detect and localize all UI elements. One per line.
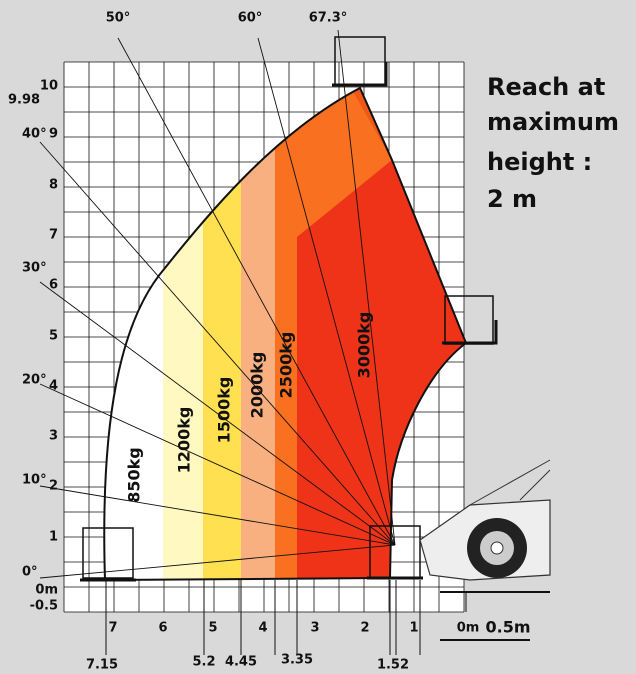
- load-label: 2000kg: [248, 352, 267, 419]
- load-label: 850kg: [125, 447, 144, 503]
- x-label: 4: [258, 621, 267, 636]
- y-label: 5: [49, 329, 58, 344]
- y-label: 8: [49, 178, 58, 193]
- y-label: 10: [40, 79, 58, 94]
- reach-label: 7.15: [86, 658, 118, 673]
- y-label: 3: [49, 429, 58, 444]
- x-label: 7: [108, 621, 117, 636]
- reach-label: 4.45: [225, 655, 257, 670]
- reach-label: 5.2: [192, 655, 215, 670]
- y-label: 0m: [35, 583, 58, 598]
- y-label: 6: [49, 278, 58, 293]
- header-line: 2 m: [487, 185, 537, 213]
- y-label: -0.5: [30, 599, 58, 614]
- angle-label: 67.3°: [309, 11, 348, 26]
- load-label: 1500kg: [215, 377, 234, 444]
- load-label: 3000kg: [355, 312, 374, 379]
- x-label: 0m: [457, 621, 480, 636]
- reach-label: 3.35: [281, 653, 313, 668]
- header-line: Reach at: [487, 73, 605, 101]
- angle-label: 50°: [106, 11, 131, 26]
- y-label: 4: [49, 379, 58, 394]
- angle-label: 30°: [22, 261, 47, 276]
- y-label: 7: [49, 228, 58, 243]
- reach-label: 1.52: [377, 658, 409, 673]
- x-label: 3: [310, 621, 319, 636]
- x-label: 6: [158, 621, 167, 636]
- angle-label: 60°: [238, 11, 263, 26]
- x-label: 5: [208, 621, 217, 636]
- x-label: 0.5m: [485, 618, 530, 637]
- x-label: 1: [409, 621, 418, 636]
- load-label: 2500kg: [277, 332, 296, 399]
- y-label: 1: [49, 530, 58, 545]
- y-label: 2: [49, 479, 58, 494]
- header-line: height :: [487, 148, 592, 176]
- angle-label: 10°: [22, 473, 47, 488]
- angle-label: 40°: [22, 127, 47, 142]
- load-label: 1200kg: [175, 407, 194, 474]
- angle-label: 0°: [22, 565, 38, 580]
- y-label: 9: [49, 127, 58, 142]
- load-chart: Reach at maximum height : 2 m 10 9 8 7 6 5 4 3 2…: [0, 0, 636, 674]
- header-line: maximum: [487, 108, 619, 136]
- x-label: 2: [360, 621, 369, 636]
- angle-label: 20°: [22, 373, 47, 388]
- y-label: 9.98: [8, 93, 40, 108]
